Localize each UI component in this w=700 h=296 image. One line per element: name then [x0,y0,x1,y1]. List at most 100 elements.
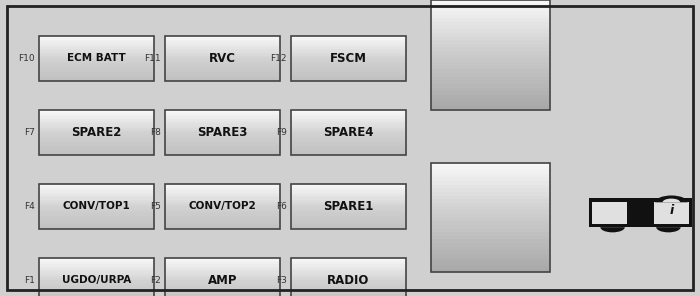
FancyBboxPatch shape [164,130,280,133]
FancyBboxPatch shape [38,287,154,289]
FancyBboxPatch shape [290,223,406,225]
FancyBboxPatch shape [164,197,280,200]
FancyBboxPatch shape [164,274,280,276]
FancyBboxPatch shape [430,69,550,73]
FancyBboxPatch shape [290,52,406,54]
FancyBboxPatch shape [164,202,280,204]
FancyBboxPatch shape [430,218,550,221]
FancyBboxPatch shape [164,133,280,135]
FancyBboxPatch shape [290,184,406,186]
FancyBboxPatch shape [164,258,280,260]
FancyBboxPatch shape [430,177,550,181]
Text: F2: F2 [150,276,161,285]
FancyBboxPatch shape [38,45,154,47]
FancyBboxPatch shape [164,123,280,126]
FancyBboxPatch shape [164,128,280,130]
Text: FSCM: FSCM [330,52,367,65]
FancyBboxPatch shape [290,225,406,227]
FancyBboxPatch shape [290,121,406,123]
FancyBboxPatch shape [164,276,280,278]
FancyBboxPatch shape [164,63,280,65]
FancyBboxPatch shape [164,38,280,40]
FancyBboxPatch shape [290,126,406,128]
Text: RADIO: RADIO [327,274,370,287]
FancyBboxPatch shape [164,267,280,269]
FancyBboxPatch shape [38,267,154,269]
FancyBboxPatch shape [290,142,406,144]
FancyBboxPatch shape [38,42,154,45]
FancyBboxPatch shape [290,200,406,202]
FancyBboxPatch shape [290,209,406,211]
FancyBboxPatch shape [164,126,280,128]
FancyBboxPatch shape [290,133,406,135]
FancyBboxPatch shape [290,274,406,276]
FancyBboxPatch shape [290,207,406,209]
FancyBboxPatch shape [430,166,550,170]
Wedge shape [656,227,680,232]
FancyBboxPatch shape [430,80,550,84]
FancyBboxPatch shape [38,153,154,155]
FancyBboxPatch shape [38,190,154,193]
FancyBboxPatch shape [430,225,550,229]
FancyBboxPatch shape [430,73,550,77]
FancyBboxPatch shape [38,68,154,70]
FancyBboxPatch shape [38,65,154,68]
FancyBboxPatch shape [164,262,280,264]
Text: AMP: AMP [207,274,237,287]
FancyBboxPatch shape [290,130,406,133]
FancyBboxPatch shape [38,128,154,130]
FancyBboxPatch shape [430,44,550,47]
FancyBboxPatch shape [38,278,154,281]
FancyBboxPatch shape [164,225,280,227]
FancyBboxPatch shape [38,294,154,296]
FancyBboxPatch shape [164,204,280,207]
FancyBboxPatch shape [38,283,154,285]
FancyBboxPatch shape [164,65,280,68]
FancyBboxPatch shape [164,200,280,202]
FancyBboxPatch shape [164,149,280,151]
FancyBboxPatch shape [164,36,280,38]
FancyBboxPatch shape [38,200,154,202]
FancyBboxPatch shape [164,56,280,59]
FancyBboxPatch shape [38,137,154,139]
Text: UGDO/URPA: UGDO/URPA [62,276,131,285]
FancyBboxPatch shape [290,215,406,218]
FancyBboxPatch shape [430,258,550,261]
Text: CONV/TOP1: CONV/TOP1 [62,202,130,211]
FancyBboxPatch shape [290,153,406,155]
FancyBboxPatch shape [430,62,550,66]
FancyBboxPatch shape [164,278,280,281]
FancyBboxPatch shape [430,265,550,269]
FancyBboxPatch shape [290,197,406,200]
FancyBboxPatch shape [430,207,550,210]
FancyBboxPatch shape [38,274,154,276]
FancyBboxPatch shape [290,128,406,130]
FancyBboxPatch shape [38,54,154,56]
FancyBboxPatch shape [290,65,406,68]
FancyBboxPatch shape [430,170,550,174]
FancyBboxPatch shape [430,247,550,250]
FancyBboxPatch shape [430,196,550,199]
FancyBboxPatch shape [290,144,406,146]
Text: CONV/TOP2: CONV/TOP2 [188,202,256,211]
FancyBboxPatch shape [164,227,280,229]
FancyBboxPatch shape [164,77,280,79]
FancyBboxPatch shape [290,75,406,77]
FancyBboxPatch shape [38,135,154,137]
FancyBboxPatch shape [164,151,280,153]
Text: SPARE4: SPARE4 [323,126,374,139]
FancyBboxPatch shape [430,269,550,272]
FancyBboxPatch shape [290,260,406,262]
FancyBboxPatch shape [164,49,280,52]
FancyBboxPatch shape [430,66,550,69]
FancyBboxPatch shape [38,260,154,262]
FancyBboxPatch shape [164,218,280,220]
FancyBboxPatch shape [290,287,406,289]
FancyBboxPatch shape [430,239,550,243]
Text: F1: F1 [24,276,35,285]
FancyBboxPatch shape [290,123,406,126]
FancyBboxPatch shape [290,79,406,81]
Wedge shape [663,199,680,202]
FancyBboxPatch shape [290,54,406,56]
FancyBboxPatch shape [290,269,406,271]
